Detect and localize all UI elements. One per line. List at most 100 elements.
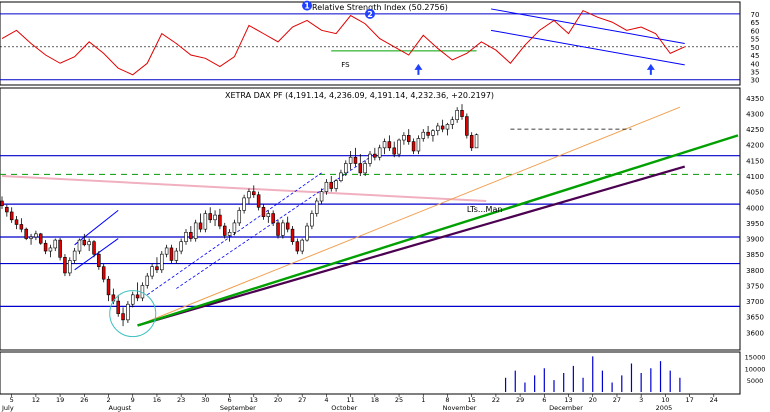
price-tick-label: 4350 [746,95,764,103]
rsi-tick-label: 60 [751,27,760,35]
rsi-marker-circle [302,0,313,11]
wedge-line [74,210,119,246]
candle-body [48,247,53,252]
candle-body [116,300,120,314]
rsi-tick-label: 50 [751,44,760,52]
x-month-label: October [331,404,357,412]
candle-body [281,222,285,236]
rsi-marker-label: 2 [367,10,373,19]
x-date-label: 15 [468,396,476,404]
x-date-label: 27 [613,396,621,404]
volume-frame [0,351,741,395]
candle-body [203,213,208,230]
candle-body [305,225,309,241]
candle-body [43,242,48,252]
x-date-label: 8 [445,396,449,404]
candle-body [416,138,421,152]
x-date-label: 12 [32,396,40,404]
candle-body [126,303,130,321]
candle-body [426,131,430,136]
candle-body [256,194,261,208]
x-date-label: 13 [564,396,572,404]
price-tick-label: 4150 [746,157,764,165]
candle-body [310,213,314,227]
candle-body [208,213,212,221]
candle-body [353,156,358,164]
candle-body [72,250,77,261]
candle-body [77,239,82,252]
candle-body [179,241,183,252]
candle-body [363,163,367,174]
x-date-label: 30 [201,396,209,404]
candle-body [130,294,135,305]
x-date-label: 3 [639,396,643,404]
x-month-label: August [109,404,132,412]
candle-body [87,241,91,246]
pink-trend-line [1,175,487,203]
rsi-tick-label: 55 [751,36,760,44]
candle-body [314,200,319,214]
x-date-label: 27 [298,396,306,404]
volume-tick-label: 10000 [745,365,766,373]
candle-body [455,110,459,121]
rsi-marker-circle [365,8,375,19]
rsi-channel-line [490,8,685,44]
rsi-channel-line [490,29,685,66]
x-month-label: December [549,404,583,412]
purple-trend-line [137,165,686,327]
candle-body [397,139,401,155]
rsi-line [1,9,685,76]
candle-body [92,241,96,255]
candle-body [271,213,275,224]
candle-body [145,275,150,286]
candle-body [174,250,179,261]
candle-body [222,225,227,236]
price-tick-label: 3950 [746,220,764,228]
x-date-label: 23 [177,396,185,404]
candle-body [101,266,106,280]
candle-body [319,191,324,202]
x-date-label: 19 [56,396,64,404]
candle-body [261,206,266,217]
x-date-label: 24 [710,396,718,404]
candle-body [68,260,72,274]
candle-body [387,141,392,149]
x-date-label: 9 [131,396,135,404]
x-date-label: 2 [106,396,110,404]
candle-body [334,180,338,189]
price-frame [0,87,741,351]
x-date-label: 26 [80,396,88,404]
up-arrow-icon [646,63,655,75]
price-tick-label: 3800 [746,267,764,275]
candle-body [24,228,28,239]
candle-body [232,222,237,233]
rsi-marker-label: 1 [304,2,310,11]
candle-body [469,135,474,149]
candle-body [392,147,396,155]
x-date-label: 29 [516,396,524,404]
candle-body [460,110,464,117]
candle-body [34,233,38,238]
candle-body [247,191,251,199]
price-tick-label: 3900 [746,236,764,244]
rsi-panel: Relative Strength Index (50.2756) 12 FS … [0,0,760,86]
price-tick-label: 3700 [746,298,764,306]
rsi-title: Relative Strength Index (50.2756) [312,3,448,12]
rsi-frame [0,1,741,86]
x-date-label: 11 [346,396,354,404]
rsi-tick-label: 30 [751,77,760,85]
candle-body [237,210,242,224]
candle-body [169,247,174,261]
x-month-label: 2005 [656,404,673,412]
candle-body [329,181,334,189]
candle-body [358,163,363,174]
candle-body [276,222,280,236]
rsi-support-label: FS [341,61,350,69]
x-date-label: 6 [542,396,546,404]
candle-body [242,197,246,211]
x-date-label: 22 [492,396,500,404]
candle-body [440,125,445,130]
candle-body [135,294,140,299]
candle-body [5,206,9,213]
